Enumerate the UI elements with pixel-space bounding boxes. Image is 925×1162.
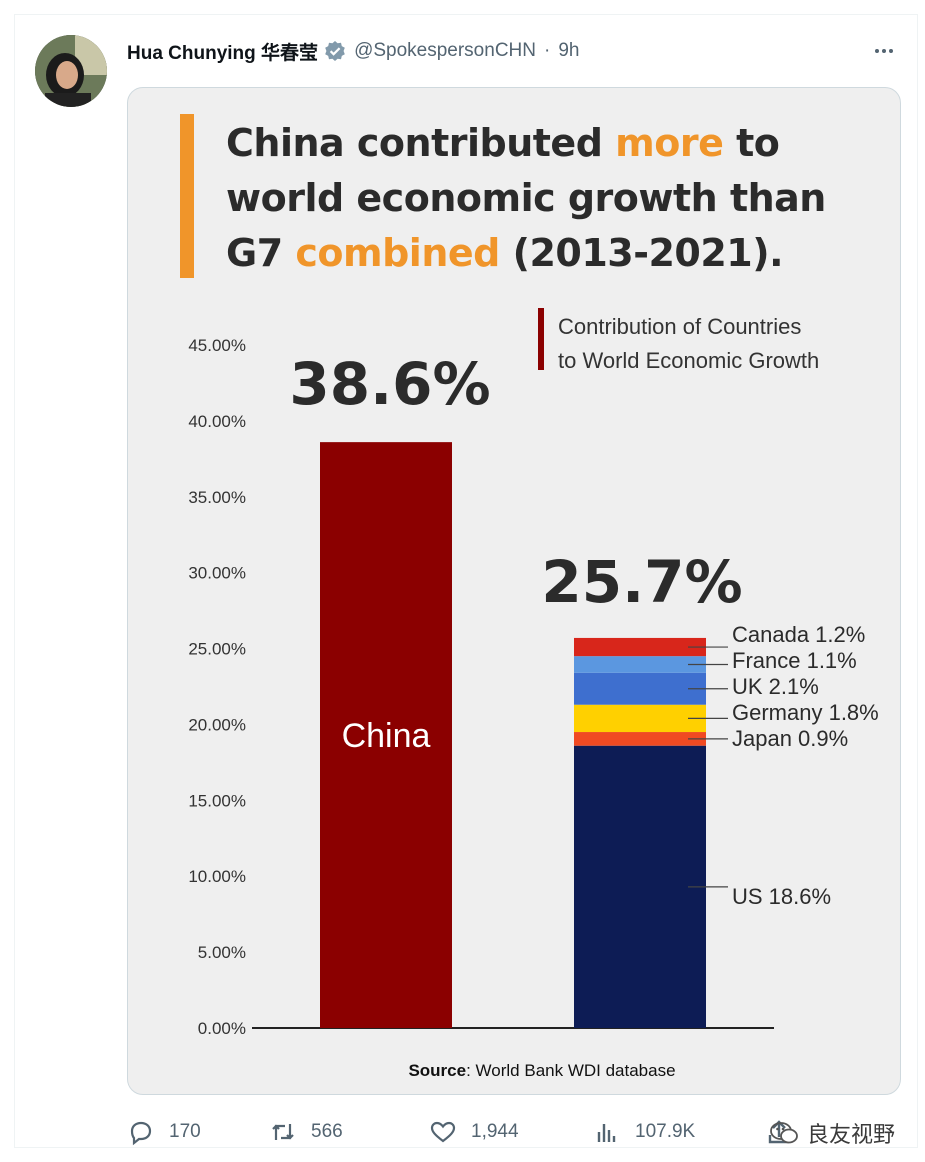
y-tick-label: 45.00% <box>188 336 246 355</box>
total-label-g7: 25.7% <box>541 548 742 616</box>
action-bar: 170 566 1,944 107.9K <box>127 1115 917 1149</box>
watermark-text: 良友视野 <box>806 1123 895 1148</box>
bar-segment-us <box>574 745 706 1028</box>
bar-segment-france <box>574 656 706 673</box>
chart-title: China contributed more to world economic… <box>226 121 826 275</box>
separator: · <box>543 40 551 61</box>
segment-label-germany: Germany 1.8% <box>732 700 879 725</box>
display-name[interactable]: Hua Chunying 华春莹 <box>127 42 319 64</box>
retweet-count: 566 <box>311 1121 343 1142</box>
tweet-image[interactable]: China contributed more to world economic… <box>127 87 901 1095</box>
view-count: 107.9K <box>635 1121 696 1142</box>
bar-china <box>320 442 452 1028</box>
heart-icon <box>430 1121 456 1143</box>
y-tick-label: 10.00% <box>188 867 246 886</box>
segment-label-france: France 1.1% <box>732 648 857 673</box>
bar-segment-germany <box>574 704 706 733</box>
legend-marker <box>538 308 544 370</box>
segment-label-japan: Japan 0.9% <box>732 726 848 751</box>
bar-chart: 0.00% 5.00% 10.00% 15.00% 20.00% 25.00% 30.00%… <box>188 336 879 1080</box>
y-tick-label: 15.00% <box>188 791 246 810</box>
y-tick-label: 0.00% <box>198 1019 246 1038</box>
y-tick-label: 35.00% <box>188 488 246 507</box>
bar-segment-japan <box>574 732 706 746</box>
retweet-icon <box>272 1124 294 1140</box>
views-chart-icon <box>597 1124 616 1142</box>
bar-segment-uk <box>574 672 706 705</box>
like-count: 1,944 <box>471 1121 519 1142</box>
legend-line-2: to World Economic Growth <box>558 348 820 373</box>
y-tick-label: 25.00% <box>188 640 246 659</box>
timestamp[interactable]: 9h <box>558 40 580 61</box>
bar-label-china: China <box>342 717 431 755</box>
total-label-china: 38.6% <box>289 350 490 418</box>
bar-segment-canada <box>574 637 706 657</box>
segment-label-canada: Canada 1.2% <box>732 622 865 647</box>
handle[interactable]: @SpokespersonCHN <box>354 40 536 61</box>
reply-button[interactable]: 170 <box>127 1115 201 1149</box>
avatar[interactable] <box>35 35 107 107</box>
y-tick-label: 5.00% <box>198 943 246 962</box>
wechat-icon <box>770 1122 798 1144</box>
source-note: Source: World Bank WDI database <box>408 1061 675 1080</box>
reply-count: 170 <box>169 1121 201 1142</box>
tweet: Hua Chunying 华春莹 @SpokespersonCHN · 9h C… <box>14 14 918 1148</box>
legend-line-1: Contribution of Countries <box>558 314 802 339</box>
y-tick-label: 30.00% <box>188 564 246 583</box>
watermark: 良友视野 <box>769 1117 895 1149</box>
reply-icon <box>130 1121 152 1146</box>
y-tick-label: 20.00% <box>188 715 246 734</box>
title-accent-bar <box>180 114 194 278</box>
retweet-button[interactable]: 566 <box>269 1115 343 1149</box>
verified-badge-icon <box>324 40 346 62</box>
segment-label-uk: UK 2.1% <box>732 674 819 699</box>
tweet-header: Hua Chunying 华春莹 @SpokespersonCHN · 9h <box>127 37 579 65</box>
legend: Contribution of Countries to World Econo… <box>558 310 898 378</box>
y-tick-label: 40.00% <box>188 412 246 431</box>
views-button[interactable]: 107.9K <box>593 1115 695 1149</box>
segment-label-us: US 18.6% <box>732 884 831 909</box>
avatar-photo <box>35 35 107 107</box>
more-options-icon[interactable] <box>869 39 899 63</box>
like-button[interactable]: 1,944 <box>429 1115 519 1149</box>
